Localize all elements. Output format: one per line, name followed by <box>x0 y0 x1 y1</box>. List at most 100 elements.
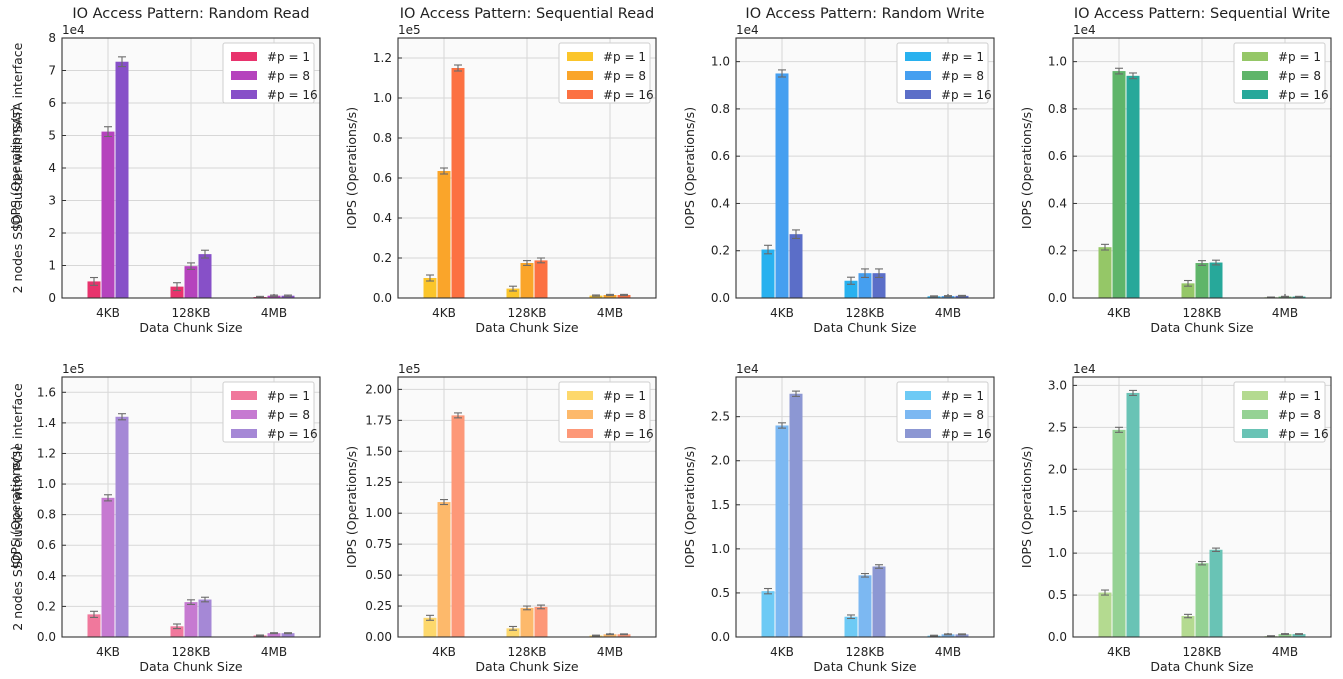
x-tick-label: 4MB <box>1272 645 1298 659</box>
y-tick-label: 2 <box>48 226 56 240</box>
bar <box>1209 262 1223 298</box>
bar <box>1278 634 1292 637</box>
chart-title: IO Access Pattern: Sequential Write <box>1074 6 1330 22</box>
legend-label: #p = 8 <box>941 69 984 83</box>
legend-label: #p = 8 <box>267 69 310 83</box>
x-axis-label: Data Chunk Size <box>1150 659 1253 674</box>
axes-frame <box>397 376 657 638</box>
x-tick-label: 4MB <box>935 306 961 320</box>
bar <box>170 286 184 298</box>
y-tick-label: 0.5 <box>711 586 730 600</box>
x-axis-label: Data Chunk Size <box>813 659 916 674</box>
y-tick-label: 1.0 <box>1048 546 1067 560</box>
y-tick-label: 0.00 <box>365 630 392 644</box>
legend-swatch <box>1242 391 1268 400</box>
x-tick-label: 128KB <box>845 306 884 320</box>
bar <box>101 131 115 298</box>
legend-swatch <box>567 90 593 99</box>
legend-swatch <box>567 410 593 419</box>
legend: #p = 1 #p = 8 #p = 16 <box>558 381 654 443</box>
y-tick-label: 0.2 <box>37 599 56 613</box>
y-tick-label: 0.5 <box>1048 588 1067 602</box>
x-tick-label: 4MB <box>261 645 287 659</box>
legend: #p = 1 #p = 8 #p = 16 <box>1233 42 1329 104</box>
bar <box>858 575 872 637</box>
bar <box>1098 247 1112 298</box>
bar <box>1112 429 1126 637</box>
y-tick-label: 0.4 <box>373 211 392 225</box>
legend-label: #p = 1 <box>267 50 310 64</box>
y-tick-label: 1.0 <box>373 91 392 105</box>
bar <box>423 278 437 298</box>
bar <box>1195 563 1209 637</box>
bar <box>506 288 520 298</box>
legend-label: #p = 16 <box>1278 427 1329 441</box>
bar <box>941 634 955 637</box>
x-tick-label: 128KB <box>1182 306 1221 320</box>
y-tick-label: 0.6 <box>37 538 56 552</box>
bar <box>506 628 520 637</box>
axis-multiplier: 1e4 <box>736 362 759 376</box>
legend-label: #p = 8 <box>603 69 646 83</box>
legend-swatch <box>1242 90 1268 99</box>
y-axis-label: IOPS (Operations/s) <box>1019 446 1034 568</box>
y-tick-label: 1.25 <box>365 475 392 489</box>
bar <box>589 295 603 298</box>
legend-label: #p = 8 <box>941 408 984 422</box>
chart-title: IO Access Pattern: Random Write <box>745 6 984 22</box>
legend: #p = 1 #p = 8 #p = 16 <box>1233 381 1329 443</box>
y-tick-label: 2.5 <box>1048 420 1067 434</box>
y-tick-label: 0.2 <box>1048 244 1067 258</box>
x-axis-label: Data Chunk Size <box>139 659 242 674</box>
y-tick-label: 0.2 <box>711 244 730 258</box>
legend-label: #p = 16 <box>941 427 992 441</box>
chart-panel-7: 0.0 0.5 1.0 1.5 2.0 2.5 4KB 128KB 4MB 1e4 Data Chu… <box>682 362 995 674</box>
x-tick-label: 4MB <box>1272 306 1298 320</box>
y-axis-label: IOPS (Operations/s) <box>344 446 359 568</box>
row-label: 2 nodes SSD cluster with SATA interface <box>10 42 25 293</box>
legend: #p = 1 #p = 8 #p = 16 <box>222 381 318 443</box>
bar <box>761 591 775 637</box>
y-tick-label: 2.5 <box>711 410 730 424</box>
axes-frame <box>735 37 995 299</box>
bar <box>184 266 198 298</box>
bar <box>184 602 198 637</box>
axes-frame <box>397 37 657 299</box>
chart-panel-5: 0.0 0.2 0.4 0.6 0.8 1.0 1.2 1.4 1.6 4KB 128KB 4MB 1e… <box>8 362 321 674</box>
y-tick-label: 1.0 <box>711 542 730 556</box>
x-tick-label: 128KB <box>171 645 210 659</box>
x-tick-label: 4KB <box>96 306 120 320</box>
y-tick-label: 0.6 <box>1048 149 1067 163</box>
y-tick-label: 3.0 <box>1048 378 1067 392</box>
bar <box>520 263 534 298</box>
x-tick-label: 128KB <box>507 645 546 659</box>
legend: #p = 1 #p = 8 #p = 16 <box>896 381 992 443</box>
y-tick-label: 1.6 <box>37 385 56 399</box>
chart-title: IO Access Pattern: Random Read <box>72 6 309 22</box>
legend: #p = 1 #p = 8 #p = 16 <box>896 42 992 104</box>
legend-label: #p = 8 <box>603 408 646 422</box>
y-tick-label: 1.0 <box>711 55 730 69</box>
y-tick-label: 0.6 <box>711 149 730 163</box>
axes-frame <box>61 376 321 638</box>
y-tick-label: 4 <box>48 161 56 175</box>
bar <box>617 295 631 298</box>
y-tick-label: 1.0 <box>1048 55 1067 69</box>
bar <box>789 234 803 298</box>
y-tick-label: 2.0 <box>1048 462 1067 476</box>
axis-multiplier: 1e5 <box>62 362 85 376</box>
legend-swatch <box>905 429 931 438</box>
y-tick-label: 0.2 <box>373 251 392 265</box>
legend-swatch <box>1242 71 1268 80</box>
x-axis-label: Data Chunk Size <box>139 320 242 335</box>
bar <box>451 415 465 637</box>
axis-multiplier: 1e4 <box>1073 23 1096 37</box>
bar <box>1112 71 1126 298</box>
bar <box>1195 263 1209 298</box>
axis-multiplier: 1e5 <box>398 362 421 376</box>
legend-swatch <box>231 90 257 99</box>
y-tick-label: 0.50 <box>365 568 392 582</box>
